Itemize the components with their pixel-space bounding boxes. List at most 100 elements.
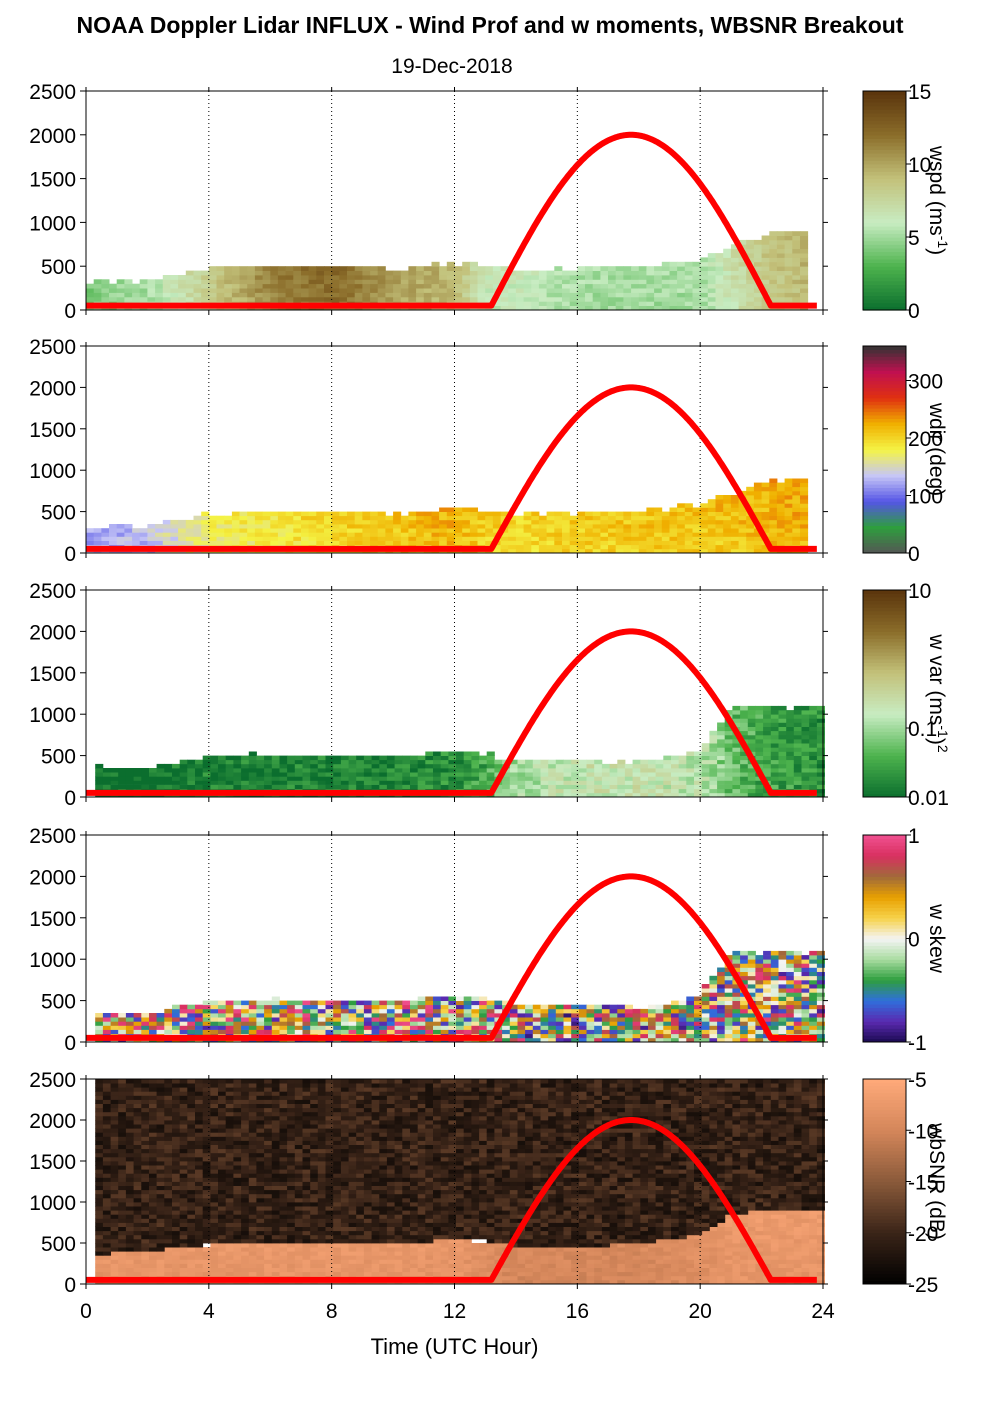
heatmap-cell (585, 266, 594, 271)
heatmap-cell (439, 515, 448, 521)
colorbar-step (863, 306, 906, 311)
colorbar-step (863, 731, 906, 736)
heatmap-cell (578, 1033, 587, 1039)
heatmap-cell (172, 1251, 181, 1256)
heatmap-cell (216, 540, 225, 546)
heatmap-cell (816, 776, 825, 781)
heatmap-cell (271, 1259, 280, 1264)
heatmap-cell (187, 784, 196, 790)
heatmap-cell (661, 305, 670, 311)
heatmap-cell (425, 1247, 434, 1252)
heatmap-cell (193, 292, 202, 298)
heatmap-cell (732, 714, 741, 719)
heatmap-cell (554, 270, 563, 276)
heatmap-cell (654, 305, 663, 311)
heatmap-cell (715, 503, 724, 508)
heatmap-cell (740, 768, 749, 773)
heatmap-cell (776, 532, 785, 537)
heatmap-cell (416, 270, 425, 276)
heatmap-cell (454, 540, 463, 546)
heatmap-cell (786, 734, 795, 740)
heatmap-cell (185, 519, 194, 525)
heatmap-cell (371, 1263, 380, 1268)
heatmap-cell (218, 1021, 227, 1026)
heatmap-cell (786, 714, 795, 719)
heatmap-cell (247, 283, 256, 289)
heatmap-cell (563, 1008, 572, 1014)
heatmap-cell (325, 1267, 334, 1273)
colorbar-step (863, 938, 906, 943)
heatmap-cell (508, 296, 517, 302)
heatmap-cell (517, 788, 526, 794)
heatmap-cell (270, 266, 279, 271)
heatmap-cell (724, 1000, 733, 1006)
heatmap-cell (600, 296, 609, 302)
heatmap-cell (195, 1021, 204, 1026)
heatmap-cell (325, 768, 334, 773)
heatmap-cell (325, 1000, 334, 1006)
heatmap-cell (256, 1013, 265, 1018)
heatmap-cell (671, 1029, 680, 1035)
heatmap-cell (661, 292, 670, 298)
heatmap-cell (732, 1021, 741, 1026)
heatmap-cell (317, 768, 326, 773)
heatmap-cell (241, 1255, 250, 1260)
heatmap-cell (608, 524, 617, 529)
heatmap-cell (784, 540, 793, 546)
heatmap-cell (661, 519, 670, 525)
heatmap-cell (548, 1025, 557, 1030)
heatmap-cell (302, 1271, 311, 1277)
heatmap-cell (170, 519, 179, 525)
heatmap-cell (816, 1017, 825, 1022)
heatmap-cell (509, 763, 518, 769)
heatmap-cell (172, 1008, 181, 1014)
heatmap-cell (554, 524, 563, 529)
heatmap-cell (225, 1017, 234, 1022)
heatmap-cell (502, 784, 511, 790)
heatmap-cell (709, 1004, 718, 1010)
heatmap-cell (686, 792, 695, 798)
heatmap-cell (285, 283, 294, 289)
heatmap-cell (241, 1267, 250, 1273)
heatmap-cell (233, 1025, 242, 1030)
heatmap-cell (778, 768, 787, 773)
heatmap-cell (394, 1247, 403, 1252)
colorbar-step (863, 240, 906, 245)
heatmap-cell (317, 1271, 326, 1277)
heatmap-cell (348, 1259, 357, 1264)
colorbar-step (863, 917, 906, 922)
heatmap-cell (615, 283, 624, 289)
heatmap-cell (677, 532, 686, 537)
heatmap-cell (648, 792, 657, 798)
heatmap-cell (116, 296, 125, 302)
heatmap-cell (671, 1021, 680, 1026)
heatmap-cell (701, 788, 710, 794)
heatmap-cell (608, 532, 617, 537)
heatmap-cell (471, 776, 480, 781)
heatmap-cell (569, 283, 578, 289)
heatmap-cell (308, 528, 317, 533)
heatmap-cell (538, 524, 547, 529)
heatmap-cell (793, 1000, 802, 1006)
heatmap-cell (431, 296, 440, 302)
heatmap-cell (170, 296, 179, 302)
heatmap-cell (294, 780, 303, 785)
heatmap-cell (700, 544, 709, 550)
heatmap-cell (233, 1271, 242, 1277)
heatmap-cell (423, 515, 432, 521)
heatmap-cell (333, 784, 342, 790)
heatmap-cell (707, 511, 716, 517)
heatmap-cell (700, 257, 709, 263)
heatmap-cell (563, 776, 572, 781)
heatmap-cell (331, 266, 340, 271)
heatmap-cell (201, 275, 210, 280)
heatmap-cell (786, 963, 795, 968)
heatmap-cell (394, 768, 403, 773)
heatmap-cell (663, 780, 672, 785)
heatmap-cell (293, 519, 302, 525)
heatmap-cell (233, 1243, 242, 1248)
heatmap-cell (393, 528, 402, 533)
heatmap-cell (402, 1259, 411, 1264)
heatmap-cell (340, 1251, 349, 1256)
heatmap-cell (264, 768, 273, 773)
